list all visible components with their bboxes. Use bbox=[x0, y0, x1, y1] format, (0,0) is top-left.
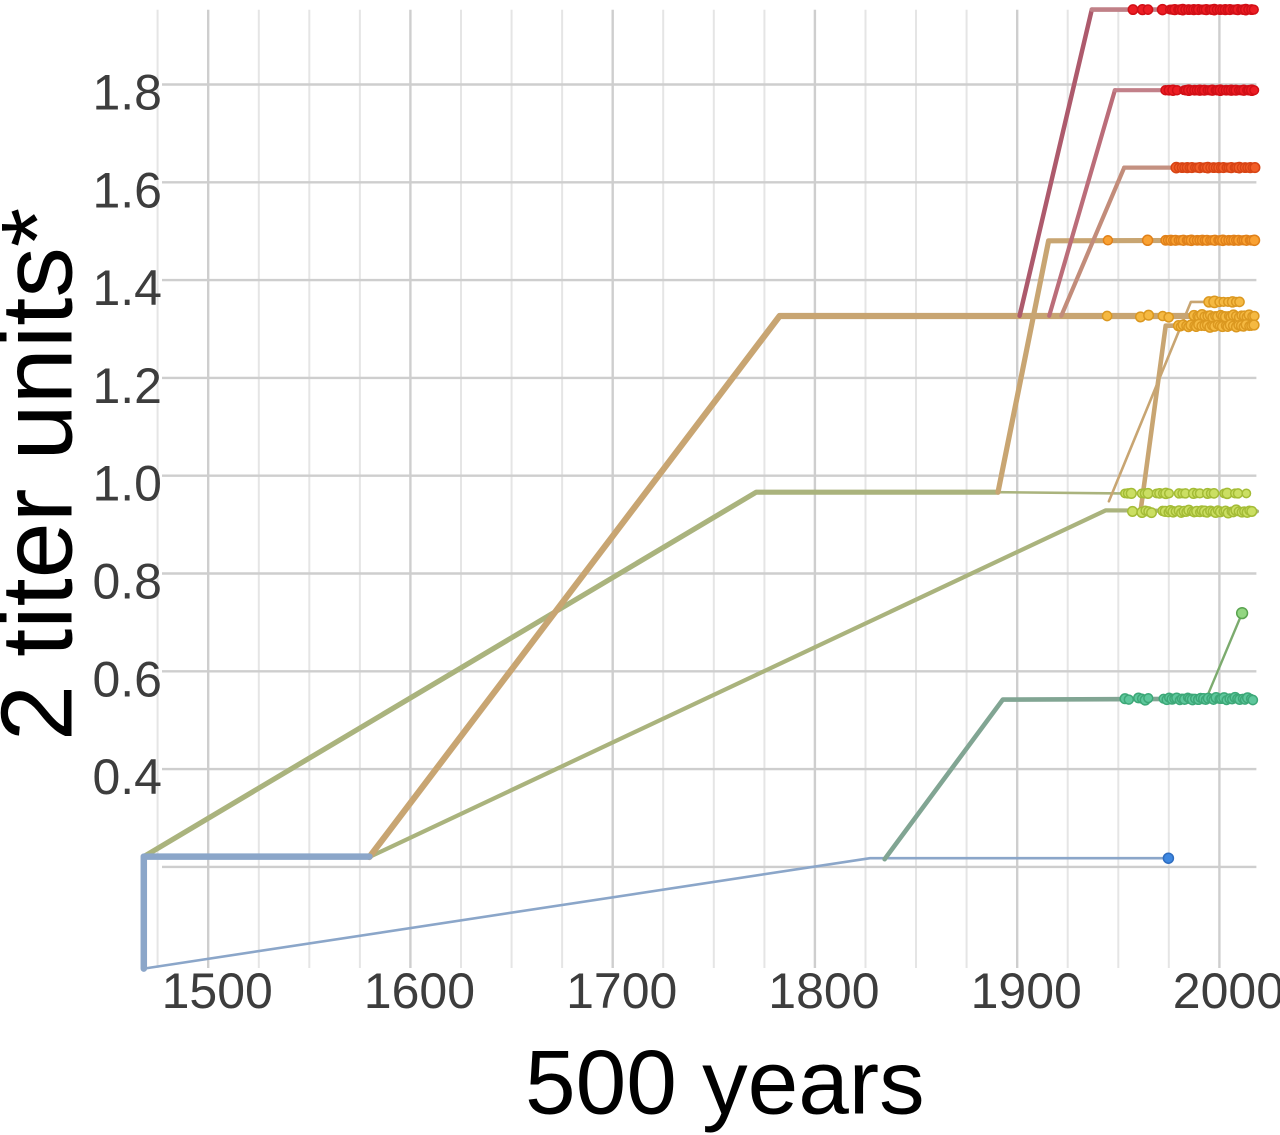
svg-text:1600: 1600 bbox=[364, 963, 475, 1019]
svg-text:1.6: 1.6 bbox=[92, 162, 162, 218]
svg-text:1900: 1900 bbox=[971, 963, 1082, 1019]
svg-text:500 years: 500 years bbox=[525, 1033, 925, 1134]
svg-text:1700: 1700 bbox=[566, 963, 677, 1019]
svg-text:1.0: 1.0 bbox=[92, 456, 162, 512]
svg-text:0.8: 0.8 bbox=[92, 554, 162, 610]
svg-text:0.4: 0.4 bbox=[92, 749, 162, 805]
svg-text:0.6: 0.6 bbox=[92, 651, 162, 707]
svg-text:1.8: 1.8 bbox=[92, 65, 162, 121]
svg-text:1500: 1500 bbox=[162, 963, 273, 1019]
svg-text:1800: 1800 bbox=[768, 963, 879, 1019]
svg-text:1.4: 1.4 bbox=[92, 260, 162, 316]
svg-text:2000: 2000 bbox=[1173, 963, 1280, 1019]
svg-text:2 titer units*: 2 titer units* bbox=[0, 208, 94, 741]
svg-text:1.2: 1.2 bbox=[92, 358, 162, 414]
